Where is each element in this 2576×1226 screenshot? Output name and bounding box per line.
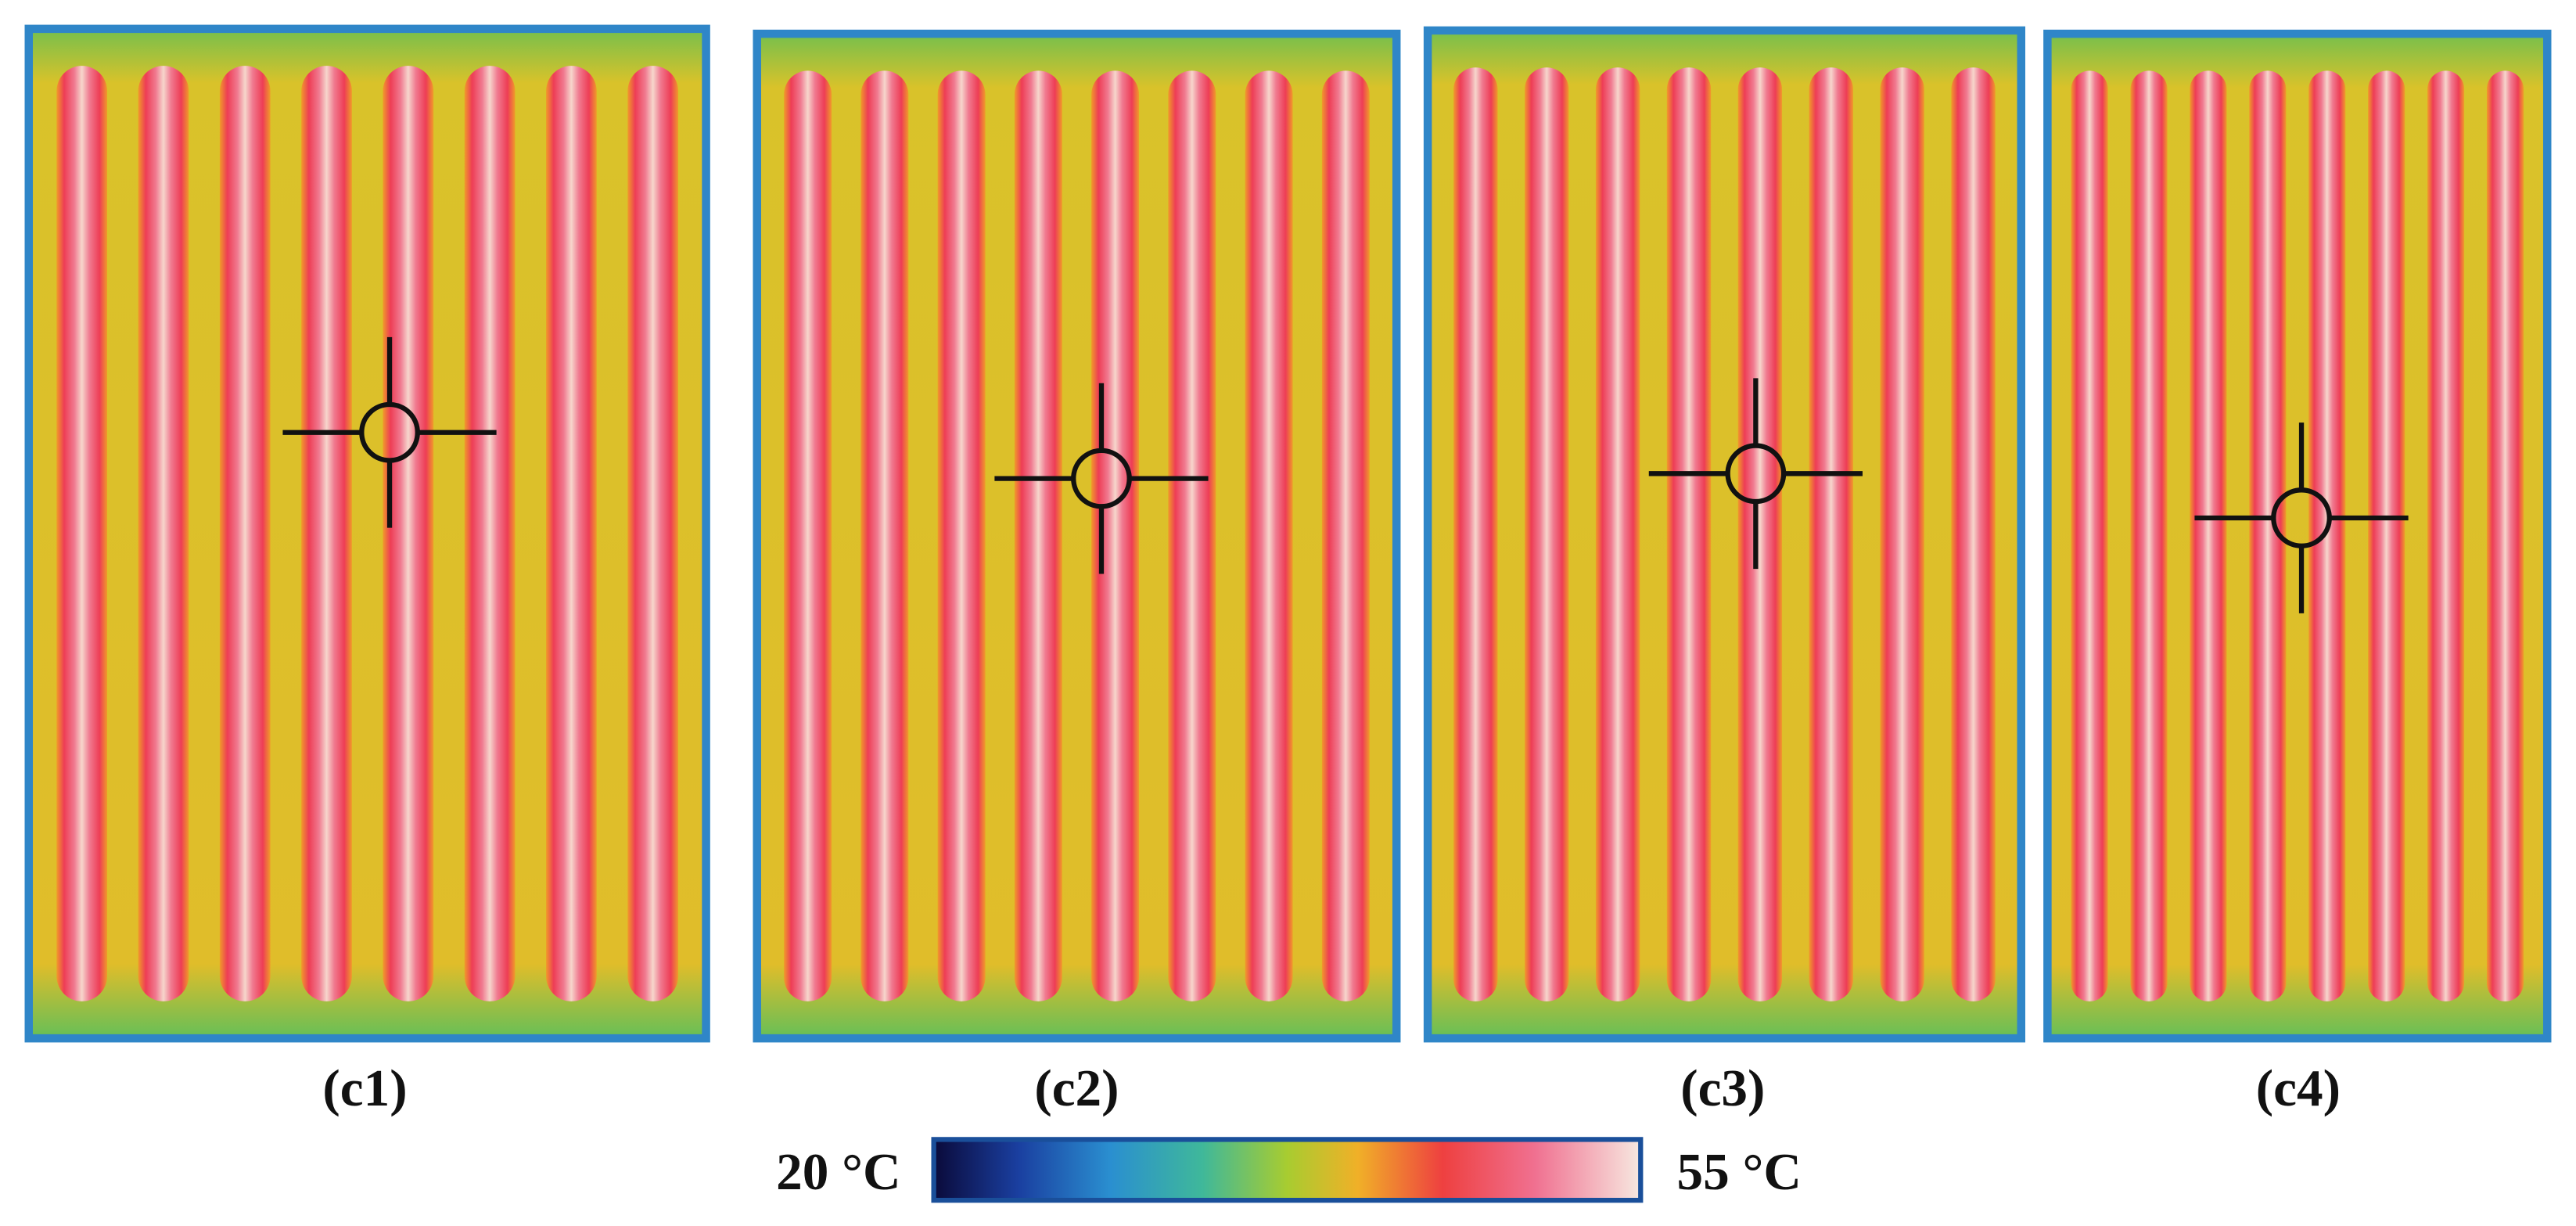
thermal-image [24,24,710,1043]
heating-tube [546,66,597,1001]
heating-tube [138,66,189,1001]
heating-tube [1880,67,1924,1001]
heating-tube [1666,67,1712,1001]
panel-label: (c3) [1680,1059,1765,1117]
panel-label: (c4) [2256,1059,2341,1117]
thermal-image [2043,29,2552,1043]
heating-tube [219,66,271,1001]
heating-tube [2308,70,2346,1001]
heating-tube [1525,67,1569,1001]
heating-tube [2249,70,2287,1001]
heating-tube [301,66,352,1001]
heating-tube [2486,70,2524,1001]
heating-tube [2427,70,2465,1001]
panel-bg [760,38,1392,1034]
heating-tube [2368,70,2405,1001]
heating-tube [1595,67,1640,1001]
panel-bg [2051,38,2543,1034]
thermal-image [1423,26,2026,1043]
heating-tube [383,66,434,1001]
thermal-image [753,29,1401,1043]
heating-tube [2190,70,2227,1001]
heating-tube [1809,67,1853,1001]
heating-tube [1453,67,1498,1001]
heating-tube [56,66,108,1001]
colorbar-max: 55 °C [1676,1142,1802,1201]
heating-tube [464,66,516,1001]
panel-bg [33,33,702,1034]
heating-tube [1014,70,1062,1001]
panel-label: (c1) [322,1059,407,1117]
heating-tube [2071,70,2108,1001]
colorbar [931,1137,1644,1203]
heating-tube [784,70,832,1001]
heating-tube [1091,70,1140,1001]
panel-bg [1432,34,2017,1034]
heating-tube [627,66,679,1001]
heating-tube [1321,70,1370,1001]
panel-label: (c2) [1034,1059,1119,1117]
heating-tube [1737,67,1783,1001]
heating-tube [1168,70,1216,1001]
colorbar-min: 20 °C [776,1142,901,1201]
heating-tube [2130,70,2168,1001]
heating-tube [1245,70,1293,1001]
heating-tube [860,70,909,1001]
heating-tube [1951,67,1996,1001]
heating-tube [937,70,986,1001]
